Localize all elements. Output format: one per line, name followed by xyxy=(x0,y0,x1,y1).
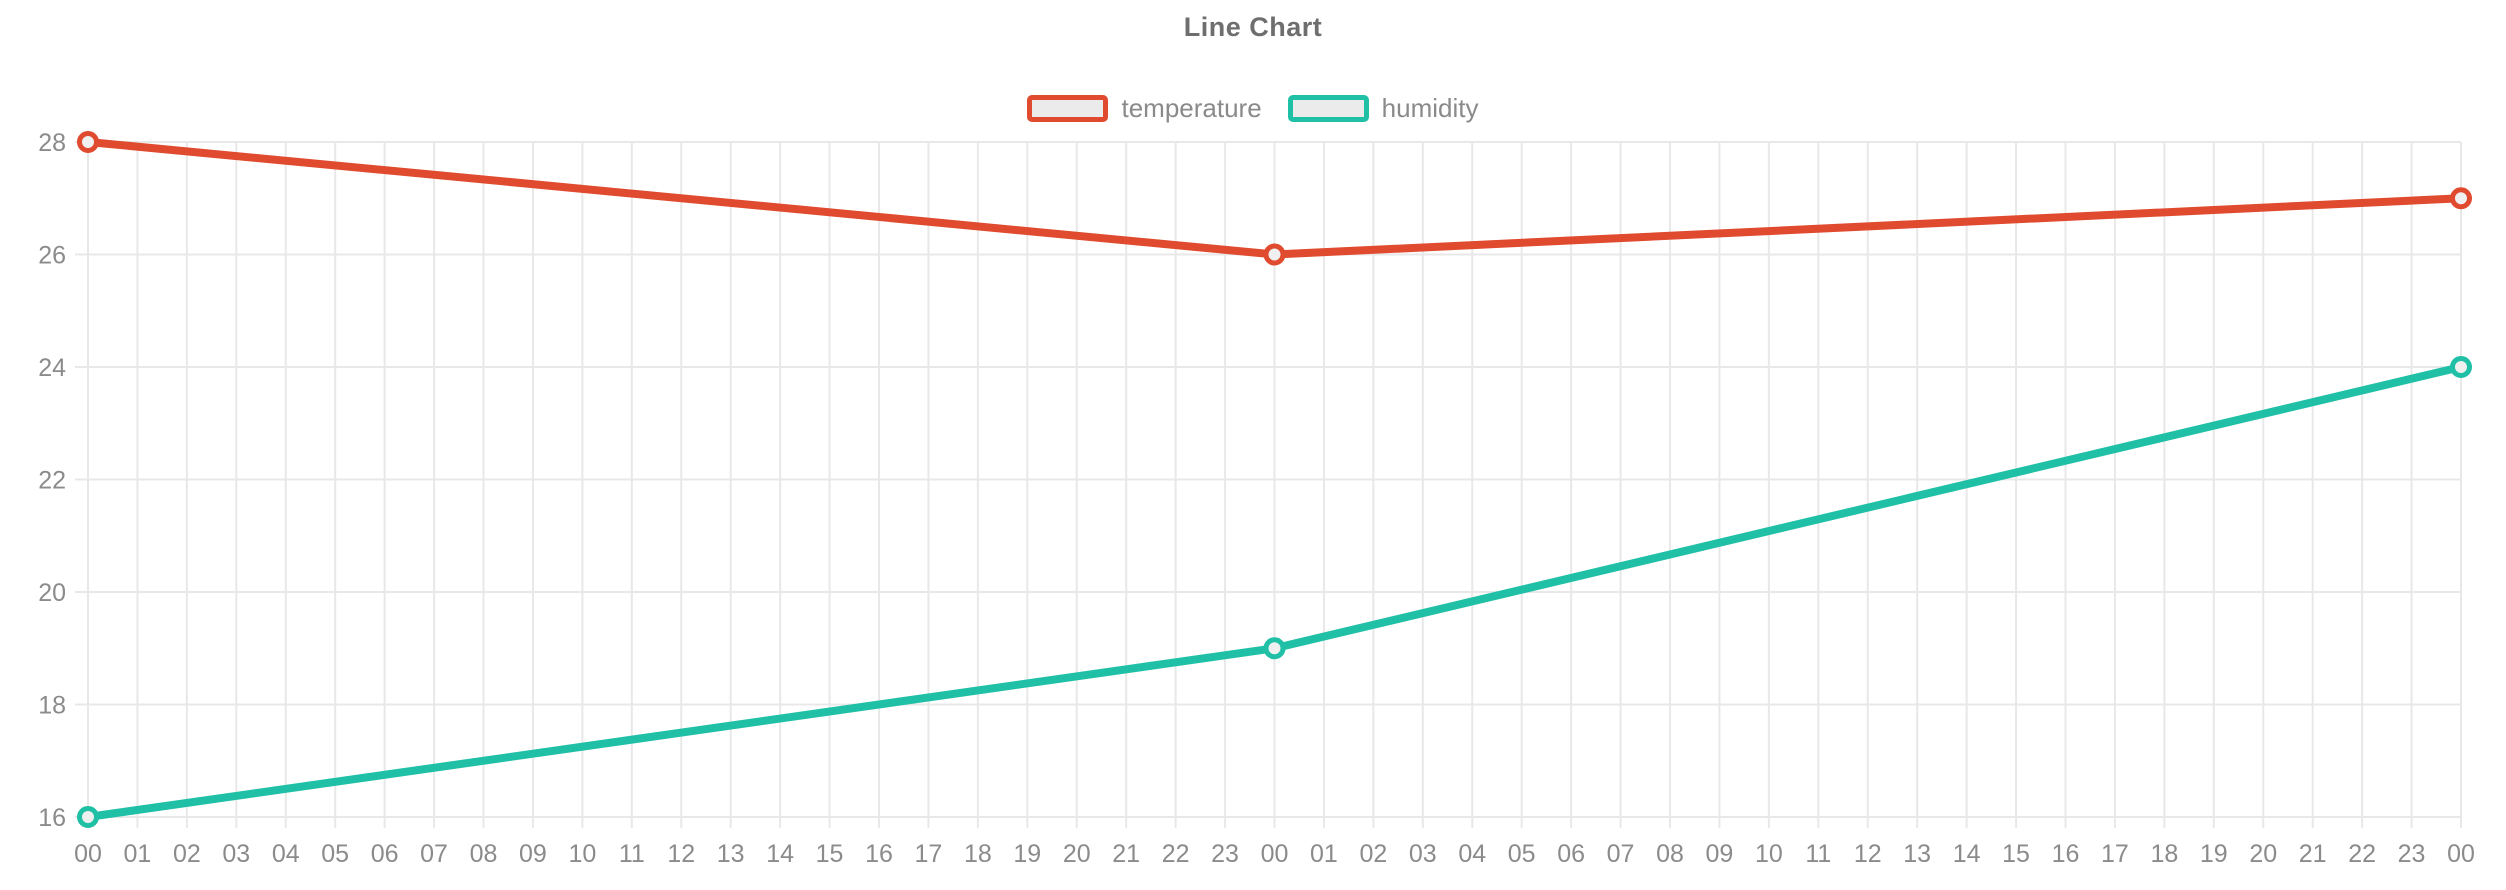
chart-title: Line Chart xyxy=(1183,12,1323,42)
x-axis-tick-label: 04 xyxy=(272,840,300,868)
data-point-humidity[interactable] xyxy=(2450,356,2472,378)
x-axis-tick-label: 14 xyxy=(1953,840,1981,868)
data-point-humidity[interactable] xyxy=(77,806,99,828)
x-axis-tick-label: 12 xyxy=(667,840,695,868)
x-axis-tick-label: 00 xyxy=(2447,840,2475,868)
legend-item-humidity[interactable]: humidity xyxy=(1287,93,1479,124)
x-axis-tick-label: 23 xyxy=(1211,840,1239,868)
x-axis-tick-label: 08 xyxy=(1656,840,1684,868)
x-axis-tick-label: 02 xyxy=(173,840,201,868)
x-axis-tick-label: 01 xyxy=(124,840,152,868)
x-axis-tick-label: 00 xyxy=(1261,840,1289,868)
x-axis-tick-label: 20 xyxy=(2249,840,2277,868)
x-axis-tick-label: 11 xyxy=(619,840,645,868)
data-point-temperature[interactable] xyxy=(77,131,99,153)
x-axis-tick-label: 16 xyxy=(865,840,893,868)
y-axis-tick-label: 18 xyxy=(38,692,66,720)
x-axis-tick-label: 00 xyxy=(74,840,102,868)
legend-item-temperature[interactable]: temperature xyxy=(1027,93,1262,124)
x-axis-tick-label: 15 xyxy=(816,840,844,868)
x-axis-tick-label: 13 xyxy=(717,840,745,868)
x-axis-tick-label: 16 xyxy=(2052,840,2080,868)
legend-swatch-icon xyxy=(1287,95,1369,122)
x-axis-tick-label: 03 xyxy=(1409,840,1437,868)
data-point-temperature[interactable] xyxy=(2450,187,2472,210)
y-axis-tick-label: 22 xyxy=(38,467,66,495)
x-axis-tick-label: 10 xyxy=(568,840,596,868)
x-axis-tick-label: 09 xyxy=(1706,840,1734,868)
y-axis-tick-label: 24 xyxy=(38,354,66,382)
x-axis-tick-label: 07 xyxy=(420,840,448,868)
x-axis-tick-label: 14 xyxy=(766,840,794,868)
x-axis-tick-label: 09 xyxy=(519,840,547,868)
x-axis-tick-label: 18 xyxy=(2150,840,2178,868)
x-axis-tick-label: 06 xyxy=(1557,840,1585,868)
x-axis-tick-label: 06 xyxy=(371,840,399,868)
x-axis-tick-label: 02 xyxy=(1359,840,1387,868)
legend-swatch-icon xyxy=(1027,95,1109,122)
x-axis-tick-label: 17 xyxy=(915,840,943,868)
x-axis-tick-label: 22 xyxy=(2348,840,2376,868)
x-axis-tick-label: 19 xyxy=(2200,840,2228,868)
y-axis-tick-label: 26 xyxy=(38,242,66,270)
y-axis-tick-label: 28 xyxy=(38,129,66,157)
x-axis-tick-label: 07 xyxy=(1607,840,1635,868)
x-axis-tick-label: 17 xyxy=(2101,840,2129,868)
x-axis-tick-label: 05 xyxy=(1508,840,1536,868)
x-axis-tick-label: 03 xyxy=(222,840,250,868)
x-axis-tick-label: 04 xyxy=(1458,840,1486,868)
x-axis-tick-label: 18 xyxy=(964,840,992,868)
legend-label: humidity xyxy=(1381,93,1479,123)
y-axis-tick-label: 16 xyxy=(38,804,66,832)
x-axis-tick-label: 23 xyxy=(2398,840,2426,868)
x-axis-tick-label: 20 xyxy=(1063,840,1091,868)
chart-legend: temperature humidity xyxy=(0,93,2506,124)
x-axis-tick-label: 11 xyxy=(1805,840,1831,868)
legend-label: temperature xyxy=(1121,93,1262,123)
x-axis-tick-label: 10 xyxy=(1755,840,1783,868)
x-axis-tick-label: 21 xyxy=(2299,840,2327,868)
data-point-temperature[interactable] xyxy=(1263,243,1286,266)
x-axis-tick-label: 22 xyxy=(1162,840,1190,868)
x-axis-tick-label: 15 xyxy=(2002,840,2030,868)
x-axis-tick-label: 12 xyxy=(1854,840,1882,868)
x-axis-tick-label: 21 xyxy=(1112,840,1140,868)
x-axis-tick-label: 08 xyxy=(470,840,498,868)
y-axis-tick-label: 20 xyxy=(38,579,66,607)
x-axis-tick-label: 01 xyxy=(1310,840,1338,868)
data-point-humidity[interactable] xyxy=(1263,637,1286,660)
x-axis-tick-label: 05 xyxy=(321,840,349,868)
x-axis-tick-label: 19 xyxy=(1013,840,1041,868)
x-axis-tick-label: 13 xyxy=(1903,840,1931,868)
